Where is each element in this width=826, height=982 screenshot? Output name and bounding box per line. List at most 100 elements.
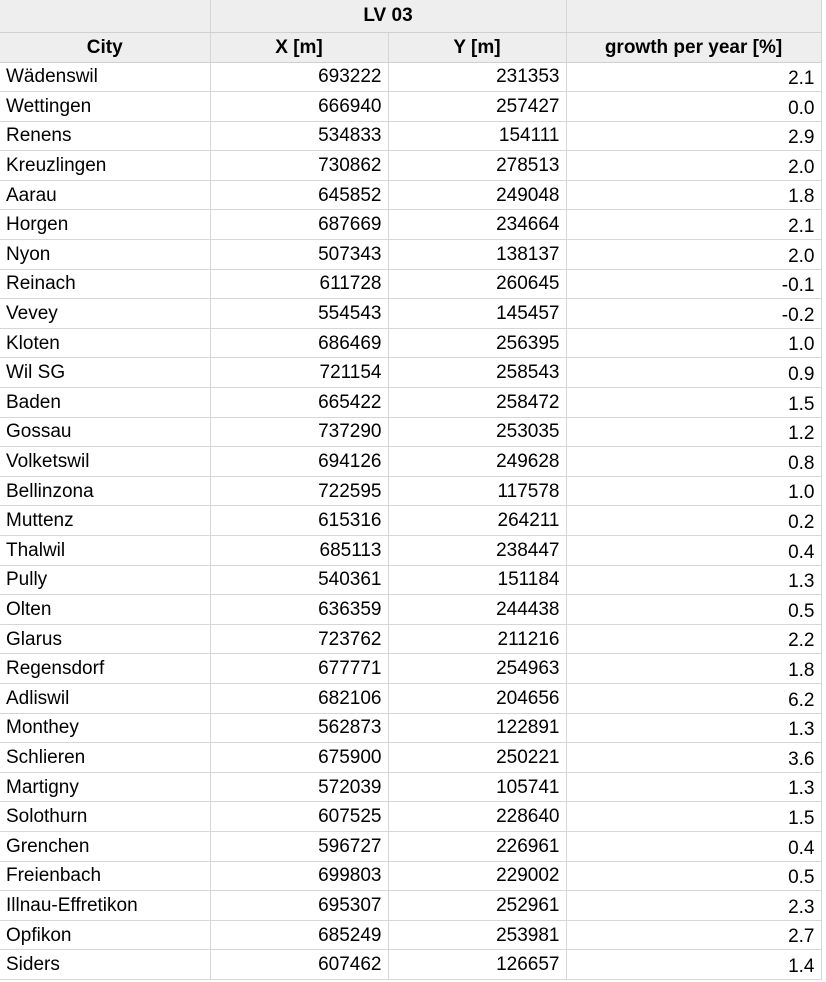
cell-x[interactable]: 665422	[210, 387, 389, 418]
cell-city[interactable]: Monthey	[0, 713, 211, 744]
cell-city[interactable]: Renens	[0, 121, 211, 152]
cell-city[interactable]: Nyon	[0, 239, 211, 270]
cell-y[interactable]: 105741	[388, 772, 567, 803]
cell-growth[interactable]: 1.8	[566, 653, 822, 684]
cell-y[interactable]: 151184	[388, 565, 567, 596]
cell-y[interactable]: 258543	[388, 357, 567, 389]
cell-growth[interactable]: 1.0	[566, 476, 822, 507]
cell-city[interactable]: Thalwil	[0, 535, 211, 566]
cell-city[interactable]: Gossau	[0, 417, 211, 448]
cell-y[interactable]: 260645	[388, 269, 567, 300]
cell-x[interactable]: 737290	[210, 417, 389, 448]
cell-city[interactable]: Kloten	[0, 328, 211, 359]
cell-city[interactable]: Illnau-Effretikon	[0, 890, 211, 921]
cell-growth[interactable]: -0.1	[566, 269, 822, 300]
cell-y[interactable]: 253035	[388, 417, 567, 448]
cell-x[interactable]: 636359	[210, 594, 389, 625]
cell-growth[interactable]: 0.4	[566, 831, 822, 862]
cell-x[interactable]: 562873	[210, 713, 389, 744]
cell-growth[interactable]: 0.2	[566, 505, 822, 536]
column-header-growth[interactable]: growth per year [%]	[566, 32, 822, 63]
cell-city[interactable]: Grenchen	[0, 831, 211, 862]
cell-x[interactable]: 722595	[210, 476, 389, 507]
column-header-city[interactable]: City	[0, 32, 211, 63]
cell-x[interactable]: 686469	[210, 328, 389, 359]
cell-city[interactable]: Olten	[0, 594, 211, 625]
cell-growth[interactable]: 1.3	[566, 713, 822, 744]
cell-y[interactable]: 228640	[388, 801, 567, 832]
cell-city[interactable]: Kreuzlingen	[0, 150, 211, 181]
cell-city[interactable]: Wil SG	[0, 357, 211, 389]
cell-x[interactable]: 607525	[210, 801, 389, 832]
cell-city[interactable]: Regensdorf	[0, 653, 211, 684]
cell-growth[interactable]: 0.5	[566, 594, 822, 625]
column-header-x[interactable]: X [m]	[210, 32, 389, 63]
cell-x[interactable]: 645852	[210, 180, 389, 211]
cell-y[interactable]: 278513	[388, 150, 567, 181]
cell-city[interactable]: Freienbach	[0, 861, 211, 892]
cell-growth[interactable]: 2.0	[566, 239, 822, 270]
cell-growth[interactable]: 1.4	[566, 949, 822, 980]
cell-growth[interactable]: -0.2	[566, 298, 822, 329]
cell-x[interactable]: 607462	[210, 949, 389, 980]
cell-city[interactable]: Glarus	[0, 624, 211, 655]
cell-city[interactable]: Reinach	[0, 269, 211, 300]
cell-growth[interactable]: 1.5	[566, 801, 822, 832]
cell-x[interactable]: 572039	[210, 772, 389, 803]
cell-growth[interactable]: 0.0	[566, 91, 822, 122]
cell-y[interactable]: 249048	[388, 180, 567, 211]
cell-y[interactable]: 229002	[388, 861, 567, 892]
cell-y[interactable]: 154111	[388, 121, 567, 152]
cell-growth[interactable]: 1.3	[566, 772, 822, 803]
cell-x[interactable]: 507343	[210, 239, 389, 270]
cell-city[interactable]: Volketswil	[0, 446, 211, 477]
cell-city[interactable]: Martigny	[0, 772, 211, 803]
cell-growth[interactable]: 0.5	[566, 861, 822, 892]
cell-city[interactable]: Bellinzona	[0, 476, 211, 507]
cell-y[interactable]: 234664	[388, 209, 567, 241]
cell-x[interactable]: 687669	[210, 209, 389, 241]
cell-x[interactable]: 694126	[210, 446, 389, 477]
cell-growth[interactable]: 1.8	[566, 180, 822, 211]
cell-city[interactable]: Vevey	[0, 298, 211, 329]
cell-growth[interactable]: 2.1	[566, 62, 822, 93]
cell-city[interactable]: Baden	[0, 387, 211, 418]
cell-y[interactable]: 122891	[388, 713, 567, 744]
cell-growth[interactable]: 2.0	[566, 150, 822, 181]
cell-y[interactable]: 249628	[388, 446, 567, 477]
cell-y[interactable]: 250221	[388, 742, 567, 773]
cell-growth[interactable]: 2.1	[566, 209, 822, 241]
group-header-lv03[interactable]: LV 03	[210, 0, 567, 33]
header-cell-empty[interactable]	[0, 0, 211, 33]
cell-x[interactable]: 693222	[210, 62, 389, 93]
cell-growth[interactable]: 2.2	[566, 624, 822, 655]
cell-y[interactable]: 138137	[388, 239, 567, 270]
cell-city[interactable]: Solothurn	[0, 801, 211, 832]
cell-growth[interactable]: 3.6	[566, 742, 822, 773]
cell-y[interactable]: 117578	[388, 476, 567, 507]
cell-city[interactable]: Opfikon	[0, 920, 211, 951]
cell-x[interactable]: 554543	[210, 298, 389, 329]
cell-y[interactable]: 226961	[388, 831, 567, 862]
cell-x[interactable]: 615316	[210, 505, 389, 536]
cell-y[interactable]: 204656	[388, 683, 567, 714]
cell-city[interactable]: Siders	[0, 949, 211, 980]
cell-y[interactable]: 256395	[388, 328, 567, 359]
header-cell-empty[interactable]	[566, 0, 822, 33]
cell-growth[interactable]: 0.4	[566, 535, 822, 566]
cell-x[interactable]: 723762	[210, 624, 389, 655]
cell-city[interactable]: Adliswil	[0, 683, 211, 714]
cell-x[interactable]: 699803	[210, 861, 389, 892]
cell-y[interactable]: 126657	[388, 949, 567, 980]
cell-x[interactable]: 540361	[210, 565, 389, 596]
cell-growth[interactable]: 6.2	[566, 683, 822, 714]
cell-y[interactable]: 244438	[388, 594, 567, 625]
cell-growth[interactable]: 1.5	[566, 387, 822, 418]
cell-growth[interactable]: 2.3	[566, 890, 822, 921]
cell-x[interactable]: 534833	[210, 121, 389, 152]
cell-growth[interactable]: 2.9	[566, 121, 822, 152]
cell-y[interactable]: 254963	[388, 653, 567, 684]
cell-city[interactable]: Aarau	[0, 180, 211, 211]
cell-x[interactable]: 685249	[210, 920, 389, 951]
cell-city[interactable]: Horgen	[0, 209, 211, 241]
